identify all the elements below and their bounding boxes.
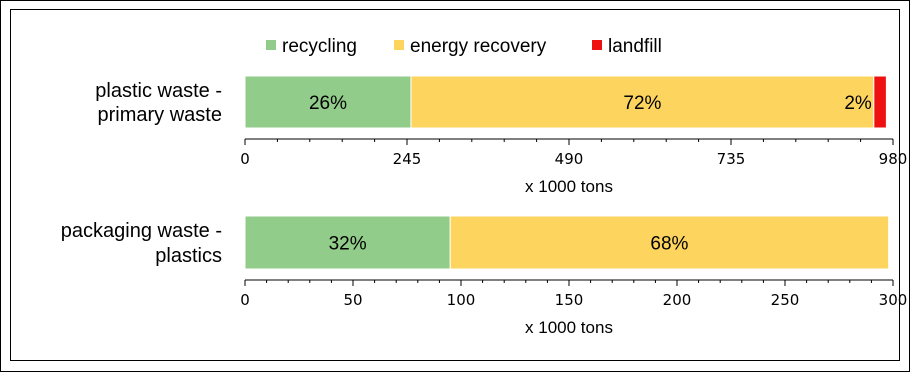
x-tick-label: 735 bbox=[717, 150, 746, 168]
legend-label-landfill: landfill bbox=[608, 36, 662, 57]
category-label: primary waste bbox=[98, 104, 222, 126]
chart-panel-2: packaging waste - plastics 32% 68% 0 50 100 150… bbox=[61, 215, 908, 337]
data-label-landfill: 2% bbox=[844, 93, 872, 114]
legend-swatch-recycling bbox=[266, 40, 276, 50]
x-tick-label: 0 bbox=[240, 291, 250, 309]
x-tick-label: 100 bbox=[447, 291, 476, 309]
data-label-energy-recovery: 68% bbox=[650, 234, 688, 255]
x-tick-label: 200 bbox=[663, 291, 692, 309]
data-label-recycling: 32% bbox=[329, 234, 367, 255]
bar-segment-recycling bbox=[244, 75, 412, 129]
category-label: plastic waste - bbox=[95, 80, 222, 102]
x-axis-title: x 1000 tons bbox=[525, 318, 613, 337]
data-label-recycling: 26% bbox=[309, 93, 347, 114]
legend-label-energy-recovery: energy recovery bbox=[410, 36, 547, 57]
category-label: plastics bbox=[155, 245, 222, 267]
x-axis-title: x 1000 tons bbox=[525, 177, 613, 196]
chart-area bbox=[10, 9, 900, 361]
x-tick-label: 980 bbox=[879, 150, 908, 168]
bar-segment-landfill bbox=[873, 75, 887, 129]
bar-segment-energy-recovery bbox=[410, 75, 875, 129]
chart-panel-1: plastic waste -primary waste 26% 72% 2% 0 245… bbox=[95, 75, 908, 196]
bar-segment-energy-recovery bbox=[449, 215, 890, 270]
bar-segment-recycling bbox=[244, 215, 451, 270]
x-tick-label: 245 bbox=[393, 150, 422, 168]
legend-swatch-landfill bbox=[592, 40, 602, 50]
x-tick-label: 300 bbox=[879, 291, 908, 309]
x-tick-label: 490 bbox=[555, 150, 584, 168]
legend-swatch-energy-recovery bbox=[394, 40, 404, 50]
legend-label-recycling: recycling bbox=[282, 36, 357, 57]
x-tick-label: 0 bbox=[240, 150, 250, 168]
x-tick-label: 150 bbox=[555, 291, 584, 309]
data-label-energy-recovery: 72% bbox=[623, 93, 661, 114]
category-label: packaging waste - bbox=[61, 220, 222, 242]
x-tick-label: 250 bbox=[771, 291, 800, 309]
legend: recycling energy recovery landfill bbox=[266, 36, 662, 57]
x-tick-label: 50 bbox=[343, 291, 362, 309]
